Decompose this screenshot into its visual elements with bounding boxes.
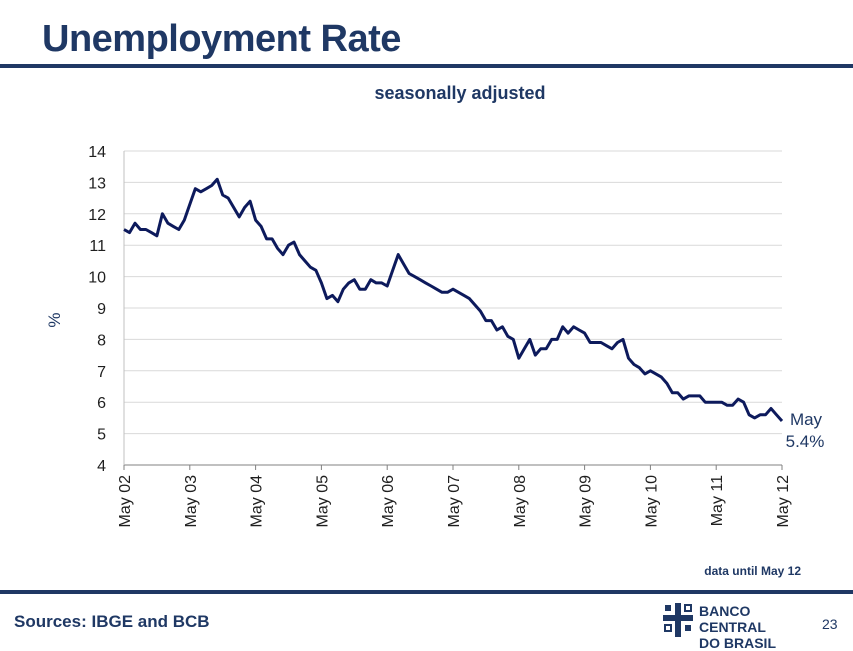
banco-central-emblem-icon	[663, 603, 693, 637]
x-tick-label: May 09	[578, 475, 595, 528]
x-tick-label: May 02	[117, 475, 134, 528]
y-tick-label: 4	[97, 458, 106, 475]
y-tick-label: 14	[88, 144, 106, 161]
footer-divider	[0, 590, 853, 594]
logo-line-1: BANCO CENTRAL	[699, 603, 766, 635]
y-tick-label: 6	[97, 395, 106, 412]
y-tick-label: 9	[97, 301, 106, 318]
x-tick-label: May 04	[249, 475, 266, 528]
x-tick-label: May 12	[775, 475, 792, 528]
x-tick-label: May 07	[446, 475, 463, 528]
y-axis-label: %	[45, 312, 64, 327]
last-point-label-month: May	[790, 410, 823, 429]
logo-line-2: DO BRASIL	[699, 635, 776, 651]
y-tick-label: 7	[97, 364, 106, 381]
banco-central-logo: BANCO CENTRAL DO BRASIL	[663, 603, 813, 651]
header-divider	[0, 64, 853, 68]
y-tick-label: 8	[97, 332, 106, 349]
y-tick-label: 13	[88, 175, 106, 192]
x-tick-label: May 03	[183, 475, 200, 528]
x-tick-label: May 05	[314, 475, 331, 528]
page-title: Unemployment Rate	[42, 18, 401, 60]
last-point-label-value: 5.4%	[786, 432, 825, 451]
x-axis-tick-labels: May 02 May 03 May 04 May 05 May 06 May 07 May …	[117, 465, 792, 527]
y-tick-label: 10	[88, 270, 106, 287]
data-until-note: data until May 12	[704, 564, 801, 578]
x-tick-label: May 06	[380, 475, 397, 528]
unemployment-series-line	[123, 177, 784, 422]
chart-subtitle: seasonally adjusted	[374, 83, 546, 103]
x-tick-label: May 08	[512, 475, 529, 528]
y-axis-tick-labels: 4 5 6 7 8 9 10 11 12 13 14	[88, 144, 106, 475]
y-tick-label: 5	[97, 427, 106, 444]
y-tick-label: 11	[89, 238, 106, 255]
sources-text: Sources: IBGE and BCB	[14, 612, 210, 631]
y-tick-label: 12	[88, 207, 106, 224]
x-tick-label: May 10	[643, 475, 660, 528]
grid-lines	[124, 150, 782, 435]
page-number: 23	[822, 616, 838, 632]
x-tick-label: May 11	[709, 475, 726, 526]
